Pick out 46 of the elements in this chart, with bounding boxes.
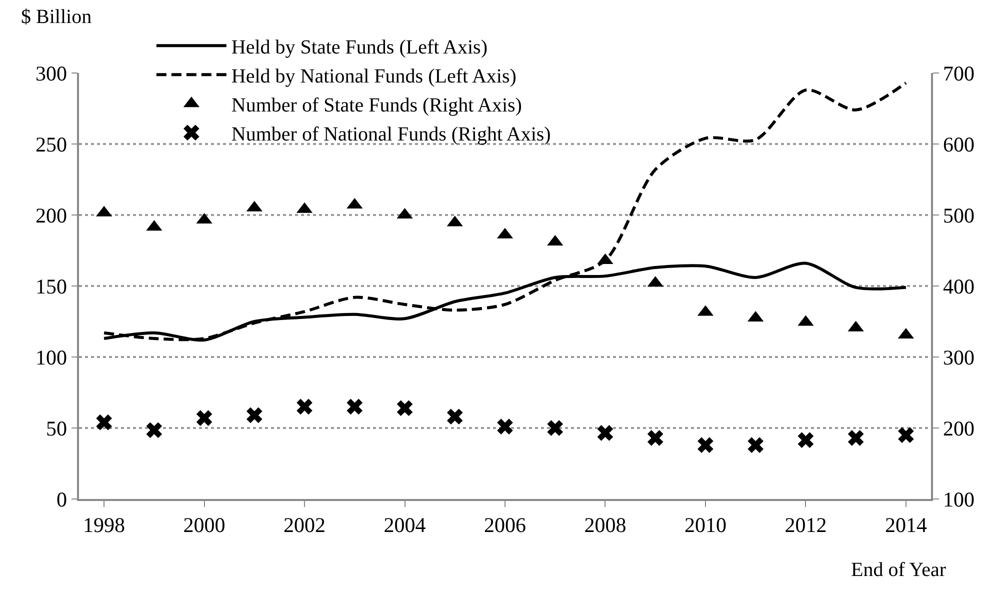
point [446, 408, 463, 425]
point [848, 430, 864, 446]
y2-tick-label: 300 [942, 345, 974, 370]
point [96, 414, 112, 430]
legend-label: Number of National Funds (Right Axis) [231, 123, 551, 146]
y-tick-label: 200 [36, 203, 68, 228]
point [597, 425, 614, 441]
point [698, 437, 714, 453]
point [196, 410, 212, 426]
y-tick-label: 50 [46, 416, 68, 440]
point [146, 422, 162, 438]
y-tick-label: 300 [36, 61, 68, 86]
x-axis-title: End of Year [851, 559, 946, 581]
x-tick-label: 2004 [384, 512, 426, 537]
legend-label: Held by National Funds (Left Axis) [231, 65, 516, 88]
point [547, 420, 564, 436]
point [296, 398, 312, 415]
x-tick-label: 2002 [284, 512, 326, 537]
y2-tick-label: 600 [942, 132, 974, 156]
x-tick-label: 2010 [684, 512, 726, 537]
legend-label: Number of State Funds (Right Axis) [231, 94, 522, 116]
y-tick-label: 150 [36, 274, 68, 298]
legend-label: Held by State Funds (Left Axis) [231, 36, 488, 58]
y2-tick-label: 700 [942, 61, 974, 86]
point [246, 407, 262, 424]
point [346, 398, 363, 415]
y2-tick-label: 100 [942, 487, 974, 512]
y2-tick-label: 400 [942, 274, 974, 298]
y-tick-label: 250 [36, 132, 68, 156]
point [748, 437, 764, 453]
x-tick-label: 2014 [884, 512, 928, 537]
y-tick-label: 100 [36, 345, 68, 370]
x-tick-label: 2006 [484, 512, 526, 537]
point [497, 418, 513, 434]
point [798, 432, 814, 448]
y2-tick-label: 500 [942, 203, 974, 228]
x-tick-label: 1998 [83, 512, 126, 537]
y2-tick-label: 200 [942, 416, 974, 440]
x-tick-label: 2000 [183, 512, 226, 537]
x-tick-label: 2012 [784, 512, 827, 537]
y-axis-title: $ Billion [21, 6, 92, 28]
y-tick-label: 0 [56, 487, 68, 512]
point [396, 400, 413, 416]
point [647, 430, 664, 446]
x-tick-label: 2008 [584, 512, 626, 537]
point [898, 427, 914, 444]
